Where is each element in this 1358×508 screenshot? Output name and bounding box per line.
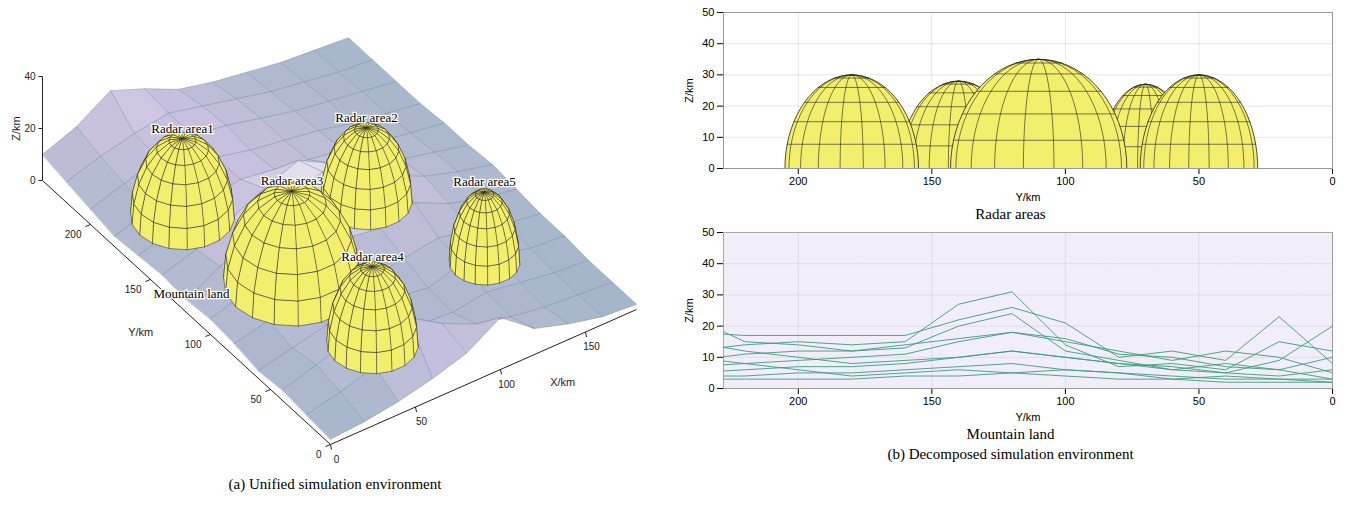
- svg-text:0: 0: [316, 449, 322, 460]
- html-text:(a) Unified simulation environ: (a) Unified simulation environment: [228, 476, 442, 492]
- svg-text:Radar area5: Radar area5: [453, 174, 515, 189]
- svg-text:50: 50: [250, 394, 262, 405]
- svg-text:200: 200: [65, 229, 82, 240]
- svg-text:150: 150: [923, 175, 941, 187]
- html-text:Mountain land: Mountain land: [966, 426, 1055, 442]
- svg-text:X/km: X/km: [550, 376, 575, 388]
- svg-text:20: 20: [24, 123, 36, 134]
- html-text:Radar areas: Radar areas: [975, 206, 1046, 222]
- svg-text:Radar area2: Radar area2: [335, 110, 397, 125]
- svg-text:0: 0: [1329, 175, 1335, 187]
- svg-text:50: 50: [1193, 395, 1205, 407]
- svg-text:150: 150: [125, 284, 142, 295]
- svg-text:50: 50: [416, 416, 428, 427]
- svg-text:Y/km: Y/km: [1015, 191, 1040, 203]
- svg-text:0: 0: [1329, 395, 1335, 407]
- svg-text:Z/km: Z/km: [10, 116, 22, 140]
- svg-text:Z/km: Z/km: [683, 78, 695, 102]
- svg-text:30: 30: [702, 68, 714, 80]
- svg-text:200: 200: [789, 395, 807, 407]
- svg-text:10: 10: [702, 351, 714, 363]
- svg-text:100: 100: [498, 379, 515, 390]
- svg-text:50: 50: [702, 6, 714, 18]
- svg-text:Z/km: Z/km: [683, 298, 695, 322]
- svg-text:20: 20: [702, 320, 714, 332]
- svg-text:200: 200: [789, 175, 807, 187]
- svg-text:0: 0: [708, 162, 714, 174]
- svg-text:30: 30: [702, 288, 714, 300]
- svg-text:Radar area4: Radar area4: [341, 249, 404, 264]
- svg-text:50: 50: [1193, 175, 1205, 187]
- svg-text:40: 40: [702, 37, 714, 49]
- svg-text:100: 100: [185, 339, 202, 350]
- svg-text:20: 20: [702, 100, 714, 112]
- svg-text:10: 10: [702, 131, 714, 143]
- svg-text:0: 0: [708, 382, 714, 394]
- svg-text:0: 0: [30, 175, 36, 186]
- svg-text:150: 150: [583, 341, 600, 352]
- svg-text:40: 40: [702, 257, 714, 269]
- svg-text:Radar area1: Radar area1: [151, 121, 213, 136]
- svg-text:0: 0: [334, 454, 340, 465]
- svg-text:150: 150: [923, 395, 941, 407]
- svg-text:50: 50: [702, 226, 714, 238]
- svg-text:100: 100: [1056, 175, 1074, 187]
- svg-text:40: 40: [24, 71, 36, 82]
- svg-text:Y/km: Y/km: [128, 326, 153, 338]
- svg-text:100: 100: [1056, 395, 1074, 407]
- svg-text:Radar area3: Radar area3: [261, 173, 323, 188]
- svg-text:Mountain land: Mountain land: [153, 286, 230, 301]
- html-text:(b) Decomposed simulation envi: (b) Decomposed simulation environment: [887, 446, 1134, 462]
- svg-text:Y/km: Y/km: [1015, 411, 1040, 423]
